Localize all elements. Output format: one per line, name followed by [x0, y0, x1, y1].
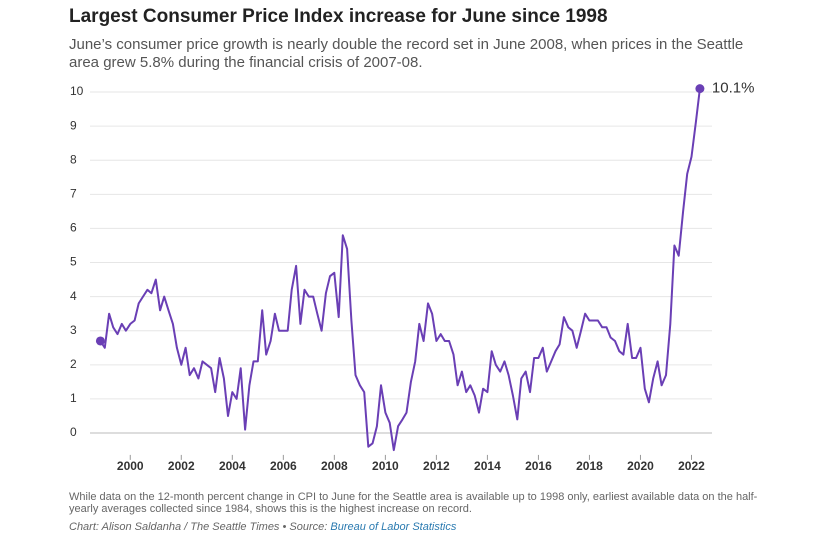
credit-text: Chart: Alison Saldanha / The Seattle Tim… [69, 521, 328, 533]
x-tick-label: 2020 [627, 459, 654, 473]
annotation: 10.1% [712, 80, 755, 97]
y-tick-label: 5 [70, 255, 77, 269]
y-tick-label: 9 [70, 118, 77, 132]
x-tick-label: 2004 [219, 459, 246, 473]
y-tick-label: 7 [70, 187, 77, 201]
x-tick-label: 2002 [168, 459, 195, 473]
x-tick-label: 2006 [270, 459, 297, 473]
footnote: While data on the 12-month percent chang… [69, 491, 758, 515]
x-tick-label: 2012 [423, 459, 450, 473]
x-tick-label: 2008 [321, 459, 348, 473]
x-tick-label: 2010 [372, 459, 399, 473]
y-tick-label: 1 [70, 391, 77, 405]
x-tick-label: 2022 [678, 459, 705, 473]
y-tick-label: 4 [70, 289, 77, 303]
y-tick-label: 0 [70, 425, 77, 439]
x-tick-label: 2016 [525, 459, 552, 473]
x-tick-label: 2014 [474, 459, 501, 473]
x-tick-label: 2000 [117, 459, 144, 473]
source-link[interactable]: Bureau of Labor Statistics [330, 521, 457, 533]
credit: Chart: Alison Saldanha / The Seattle Tim… [69, 521, 456, 533]
y-tick-label: 6 [70, 221, 77, 235]
y-tick-label: 8 [70, 152, 77, 166]
end-dot [95, 336, 105, 346]
y-tick-label: 3 [70, 323, 77, 337]
y-tick-label: 2 [70, 357, 77, 371]
end-dot [695, 84, 705, 94]
x-tick-label: 2018 [576, 459, 603, 473]
chart-subtitle: June’s consumer price growth is nearly d… [69, 36, 744, 71]
chart-title: Largest Consumer Price Index increase fo… [69, 6, 608, 27]
y-tick-label: 10 [70, 84, 84, 98]
line [99, 88, 701, 452]
